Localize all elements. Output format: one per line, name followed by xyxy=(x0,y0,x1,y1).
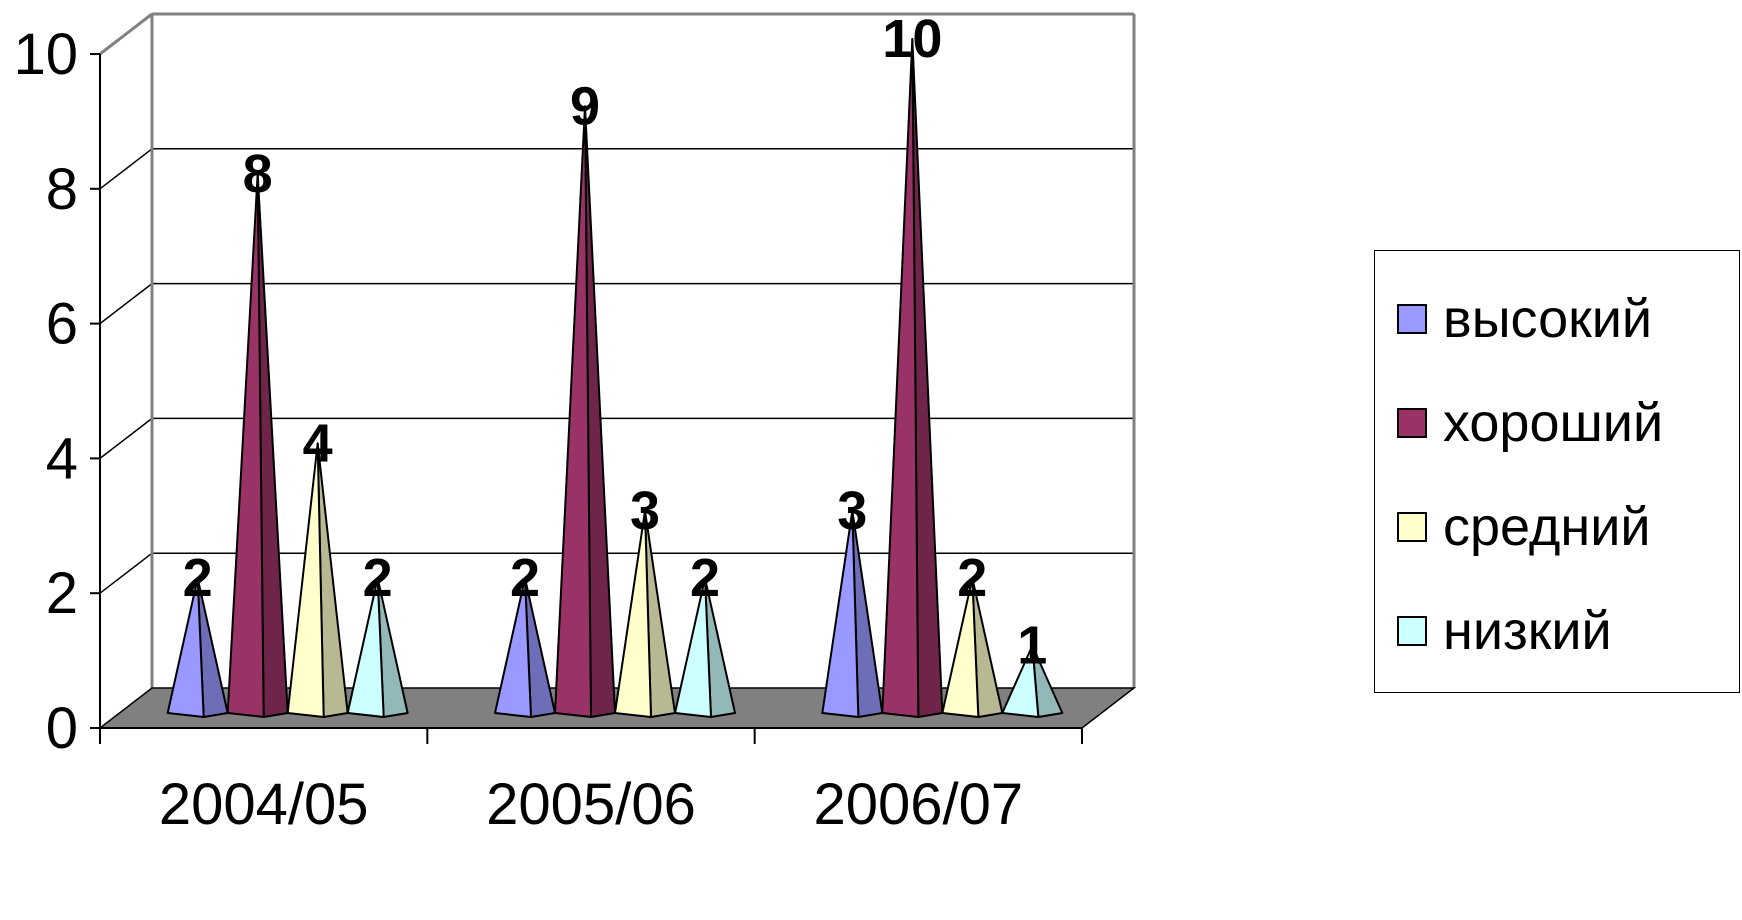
side-wall-top xyxy=(99,12,153,56)
legend-label: низкий xyxy=(1443,601,1612,661)
legend-swatch xyxy=(1397,408,1427,438)
gridline-side xyxy=(99,552,153,594)
legend-item-khoroshiy: хороший xyxy=(1397,393,1663,453)
data-label: 3 xyxy=(630,481,660,541)
data-label: 4 xyxy=(303,413,333,473)
data-label: 2 xyxy=(690,548,720,608)
legend-label: средний xyxy=(1443,497,1651,557)
y-tick-label: 2 xyxy=(46,561,78,626)
legend-item-sredniy: средний xyxy=(1397,497,1651,557)
y-tick-label: 6 xyxy=(46,292,78,357)
gridline-side xyxy=(99,417,153,459)
cone-bar xyxy=(821,509,860,718)
data-label: 3 xyxy=(837,481,867,541)
legend-label: высокий xyxy=(1443,289,1653,349)
cone-bar xyxy=(881,38,920,718)
cone-bar xyxy=(941,577,980,718)
y-tick-label: 4 xyxy=(46,426,78,491)
data-label: 9 xyxy=(570,76,600,136)
data-label: 10 xyxy=(882,9,942,69)
legend-swatch xyxy=(1397,304,1427,334)
gridline-side xyxy=(99,148,153,190)
legend-swatch xyxy=(1397,512,1427,542)
legend: высокий хороший средний низкий xyxy=(1374,250,1740,693)
x-tick-label: 2004/05 xyxy=(159,772,369,837)
cone-bar xyxy=(226,172,265,718)
x-tick-label: 2006/07 xyxy=(814,772,1024,837)
cone-bar xyxy=(494,577,532,718)
cone-bar xyxy=(286,442,325,718)
y-tick-label: 8 xyxy=(46,157,78,222)
data-label: 2 xyxy=(510,548,540,608)
legend-item-vysokiy: высокий xyxy=(1397,289,1652,349)
y-tick-label: 10 xyxy=(13,22,78,87)
cone-bar xyxy=(674,577,712,718)
data-label: 2 xyxy=(363,548,393,608)
data-label: 2 xyxy=(183,548,213,608)
legend-label: хороший xyxy=(1443,393,1664,453)
gridline-side xyxy=(99,283,153,325)
legend-swatch xyxy=(1397,616,1427,646)
cone-bar xyxy=(554,105,592,718)
data-label: 8 xyxy=(243,144,273,204)
cone-bar xyxy=(346,577,385,718)
cone-bar xyxy=(1001,644,1040,718)
data-label: 1 xyxy=(1017,616,1047,676)
x-tick-label: 2005/06 xyxy=(486,772,696,837)
cone-bar xyxy=(166,577,205,718)
cone-bar xyxy=(614,509,652,718)
y-tick-label: 0 xyxy=(46,696,78,761)
legend-item-nizkiy: низкий xyxy=(1397,601,1612,661)
data-label: 2 xyxy=(957,548,987,608)
